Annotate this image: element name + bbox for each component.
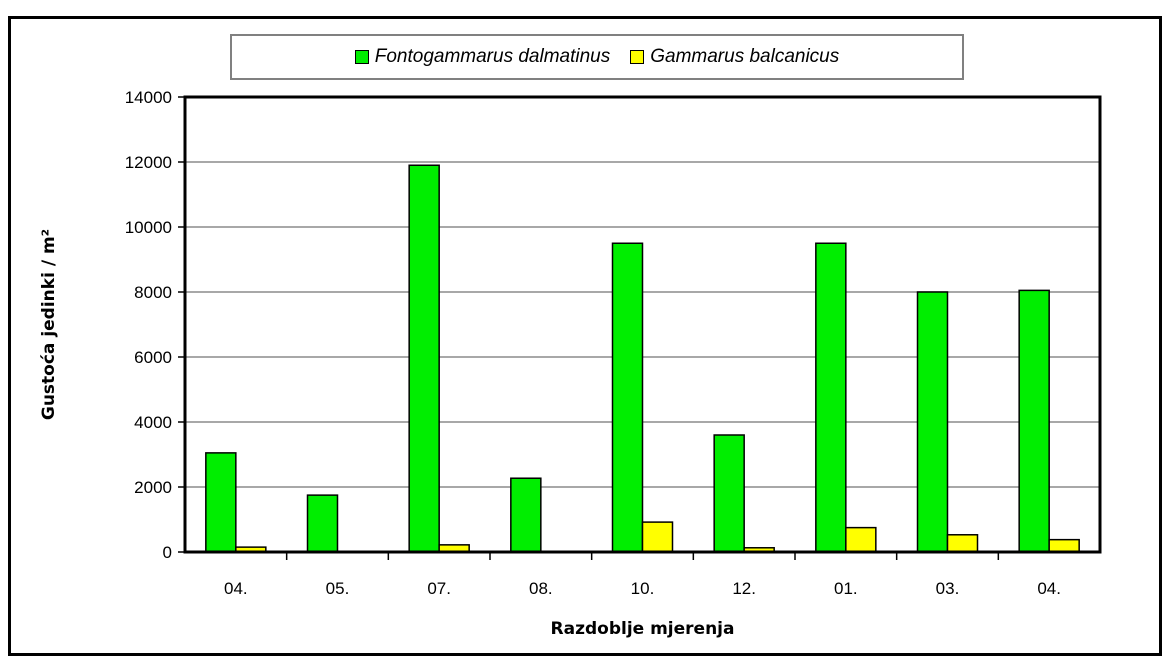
y-tick-label: 14000	[125, 88, 172, 107]
y-tick-label: 0	[163, 543, 172, 562]
chart-legend: Fontogammarus dalmatinus Gammarus balcan…	[230, 34, 964, 80]
bar-series-1	[611, 242, 644, 553]
bar-series-2	[946, 534, 979, 553]
y-axis-title: Gustoća jedinki / m²	[39, 229, 59, 420]
bar-series-1	[510, 477, 542, 553]
legend-item-series-2: Gammarus balcanicus	[630, 46, 839, 68]
bar-series-2	[845, 526, 877, 553]
bar-series-1	[815, 242, 847, 553]
x-tick-label: 12.	[732, 579, 756, 598]
y-tick-label: 10000	[125, 218, 172, 237]
legend-label-series-2: Gammarus balcanicus	[650, 46, 840, 67]
bar-series-1	[1018, 289, 1050, 553]
x-tick-label: 04.	[224, 579, 248, 598]
legend-swatch-series-1	[354, 50, 369, 64]
bar-series-1	[916, 291, 949, 553]
legend-label-series-1: Fontogammarus dalmatinus	[374, 46, 611, 67]
bar-series-1	[713, 434, 745, 553]
plot-area-border	[183, 95, 1102, 554]
bar-series-1	[408, 164, 440, 553]
x-tick-label: 03.	[936, 579, 960, 598]
bars	[205, 164, 1080, 553]
bar-series-1	[306, 494, 339, 553]
x-axis-title: Razdoblje mjerenja	[551, 619, 735, 639]
x-tick-label: 08.	[529, 579, 553, 598]
bar-series-2	[1048, 538, 1080, 553]
x-tick-label: 01.	[834, 579, 858, 598]
y-tick-label: 4000	[134, 413, 172, 432]
x-tick-label: 05.	[326, 579, 350, 598]
bar-series-2	[641, 521, 674, 553]
y-tick-label: 2000	[134, 478, 172, 497]
y-tick-label: 6000	[134, 348, 172, 367]
bar-series-1	[205, 452, 237, 553]
x-tick-label: 10.	[631, 579, 655, 598]
x-tick-label: 04.	[1037, 579, 1061, 598]
axes: 0 2000 4000 6000 8000 10000 12000 14000 04. 05. 07…	[125, 88, 1061, 598]
legend-item-series-1: Fontogammarus dalmatinus	[354, 46, 611, 68]
y-tick-label: 12000	[125, 153, 172, 172]
x-tick-label: 07.	[427, 579, 451, 598]
legend-swatch-series-2	[630, 50, 645, 64]
y-tick-label: 8000	[134, 283, 172, 302]
